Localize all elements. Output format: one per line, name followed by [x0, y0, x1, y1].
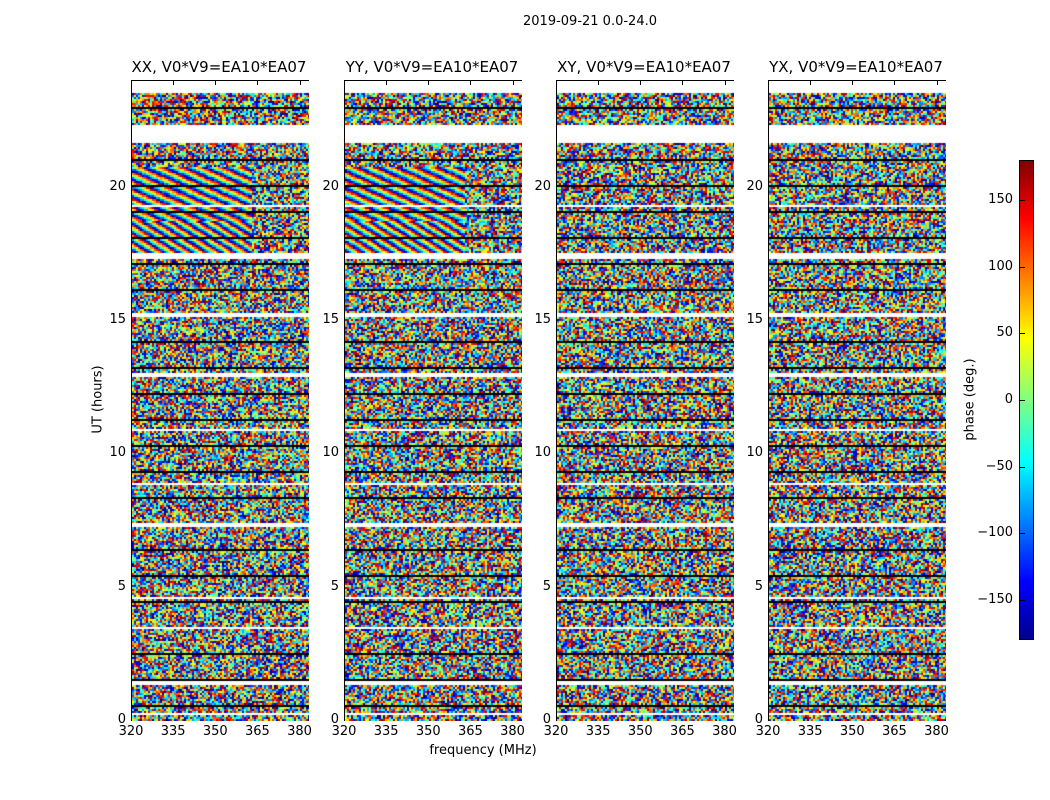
y-tick-label: 20 — [109, 178, 126, 194]
y-tick-label: 15 — [746, 312, 763, 327]
x-tick-mark — [852, 80, 854, 85]
x-tick-mark — [598, 80, 600, 85]
heatmap-panel — [556, 80, 734, 721]
panel-title: XY, V0*V9=EA10*EA07 — [557, 58, 731, 76]
colorbar-tick-mark — [1020, 600, 1025, 601]
x-tick-mark — [894, 80, 896, 85]
x-tick-mark — [640, 80, 642, 85]
colorbar-tick-label: −150 — [977, 592, 1013, 607]
x-tick-mark — [810, 80, 812, 85]
x-tick-label: 320 — [118, 724, 144, 739]
colorbar-tick-label: 50 — [996, 325, 1013, 341]
x-tick-label: 335 — [373, 724, 399, 739]
x-tick-label: 380 — [287, 724, 312, 739]
colorbar-tick-mark — [1020, 533, 1025, 535]
x-tick-mark — [344, 80, 345, 85]
colorbar-tick-mark — [1020, 400, 1025, 401]
x-tick-label: 380 — [500, 724, 525, 739]
x-tick-label: 365 — [670, 724, 695, 739]
heatmap-panel — [344, 80, 522, 721]
x-tick-label: 350 — [202, 724, 228, 739]
x-tick-label: 365 — [882, 724, 907, 739]
heatmap-panel — [131, 80, 309, 721]
y-tick-label: 20 — [534, 178, 551, 194]
heatmap-image — [345, 81, 522, 721]
y-tick-label: 10 — [322, 445, 339, 461]
y-tick-label: 15 — [322, 312, 339, 327]
colorbar-tick-label: 0 — [1004, 392, 1013, 407]
heatmap-image — [132, 81, 309, 721]
colorbar-tick-label: 150 — [988, 192, 1013, 207]
x-tick-label: 365 — [458, 724, 483, 739]
x-tick-label: 335 — [797, 724, 823, 739]
x-axis-label: frequency (MHz) — [429, 743, 537, 758]
y-tick-label: 0 — [542, 712, 551, 727]
panel-title: XX, V0*V9=EA10*EA07 — [131, 58, 307, 76]
y-tick-label: 15 — [109, 312, 126, 327]
panel-title: YY, V0*V9=EA10*EA07 — [345, 58, 519, 76]
y-tick-label: 15 — [534, 312, 551, 327]
x-tick-label: 365 — [245, 724, 270, 739]
y-tick-label: 0 — [330, 712, 339, 727]
x-tick-label: 335 — [160, 724, 186, 739]
y-tick-label: 5 — [754, 578, 763, 594]
y-tick-label: 20 — [322, 178, 339, 194]
x-tick-mark — [428, 80, 430, 85]
x-tick-label: 350 — [627, 724, 653, 739]
x-tick-label: 335 — [585, 724, 611, 739]
x-tick-mark — [556, 80, 557, 85]
colorbar-tick-label: −100 — [977, 525, 1013, 541]
x-tick-mark — [512, 80, 514, 85]
figure-title: 2019-09-21 0.0-24.0 — [523, 14, 657, 29]
heatmap-panel — [768, 80, 946, 721]
y-tick-label: 0 — [754, 712, 763, 727]
x-tick-mark — [215, 80, 217, 85]
y-tick-label: 20 — [746, 178, 763, 194]
x-tick-mark — [768, 80, 769, 85]
colorbar — [1019, 160, 1034, 640]
x-tick-label: 380 — [924, 724, 949, 739]
x-tick-label: 320 — [331, 724, 357, 739]
x-tick-label: 320 — [543, 724, 569, 739]
x-tick-label: 350 — [839, 724, 865, 739]
colorbar-tick-mark — [1020, 333, 1025, 335]
y-tick-label: 0 — [117, 712, 126, 727]
x-tick-label: 350 — [415, 724, 441, 739]
x-tick-mark — [724, 80, 726, 85]
y-tick-label: 10 — [109, 445, 126, 461]
x-tick-mark — [386, 80, 388, 85]
colorbar-tick-label: −50 — [985, 458, 1013, 474]
y-tick-label: 5 — [117, 578, 126, 594]
y-axis-label: UT (hours) — [90, 365, 106, 434]
panel-title: YX, V0*V9=EA10*EA07 — [769, 58, 943, 76]
x-tick-mark — [936, 80, 938, 85]
y-tick-label: 5 — [330, 578, 339, 594]
heatmap-image — [769, 81, 946, 721]
y-tick-label: 10 — [746, 445, 763, 461]
colorbar-tick-label: 100 — [988, 258, 1013, 274]
x-tick-mark — [131, 80, 132, 85]
colorbar-tick-mark — [1020, 266, 1025, 268]
y-tick-label: 5 — [542, 578, 551, 594]
colorbar-tick-mark — [1020, 466, 1025, 468]
x-tick-mark — [173, 80, 175, 85]
x-tick-label: 320 — [755, 724, 781, 739]
heatmap-image — [557, 81, 734, 721]
x-tick-mark — [257, 80, 259, 85]
y-tick-label: 10 — [534, 445, 551, 461]
colorbar-tick-mark — [1020, 200, 1025, 201]
x-tick-label: 380 — [712, 724, 737, 739]
x-tick-mark — [682, 80, 684, 85]
x-tick-mark — [470, 80, 472, 85]
x-tick-mark — [299, 80, 301, 85]
